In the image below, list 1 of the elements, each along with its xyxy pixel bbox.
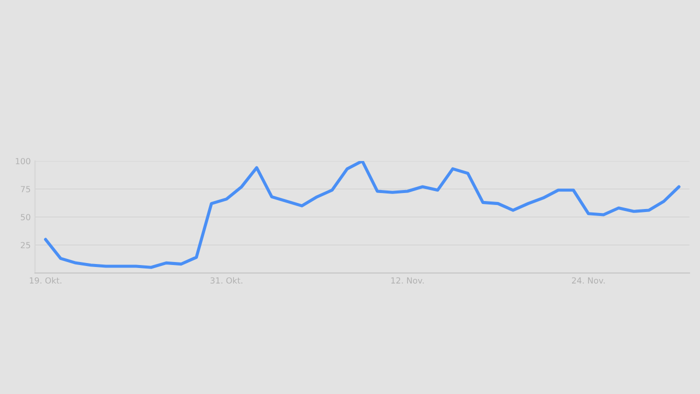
line-series	[44, 161, 680, 269]
